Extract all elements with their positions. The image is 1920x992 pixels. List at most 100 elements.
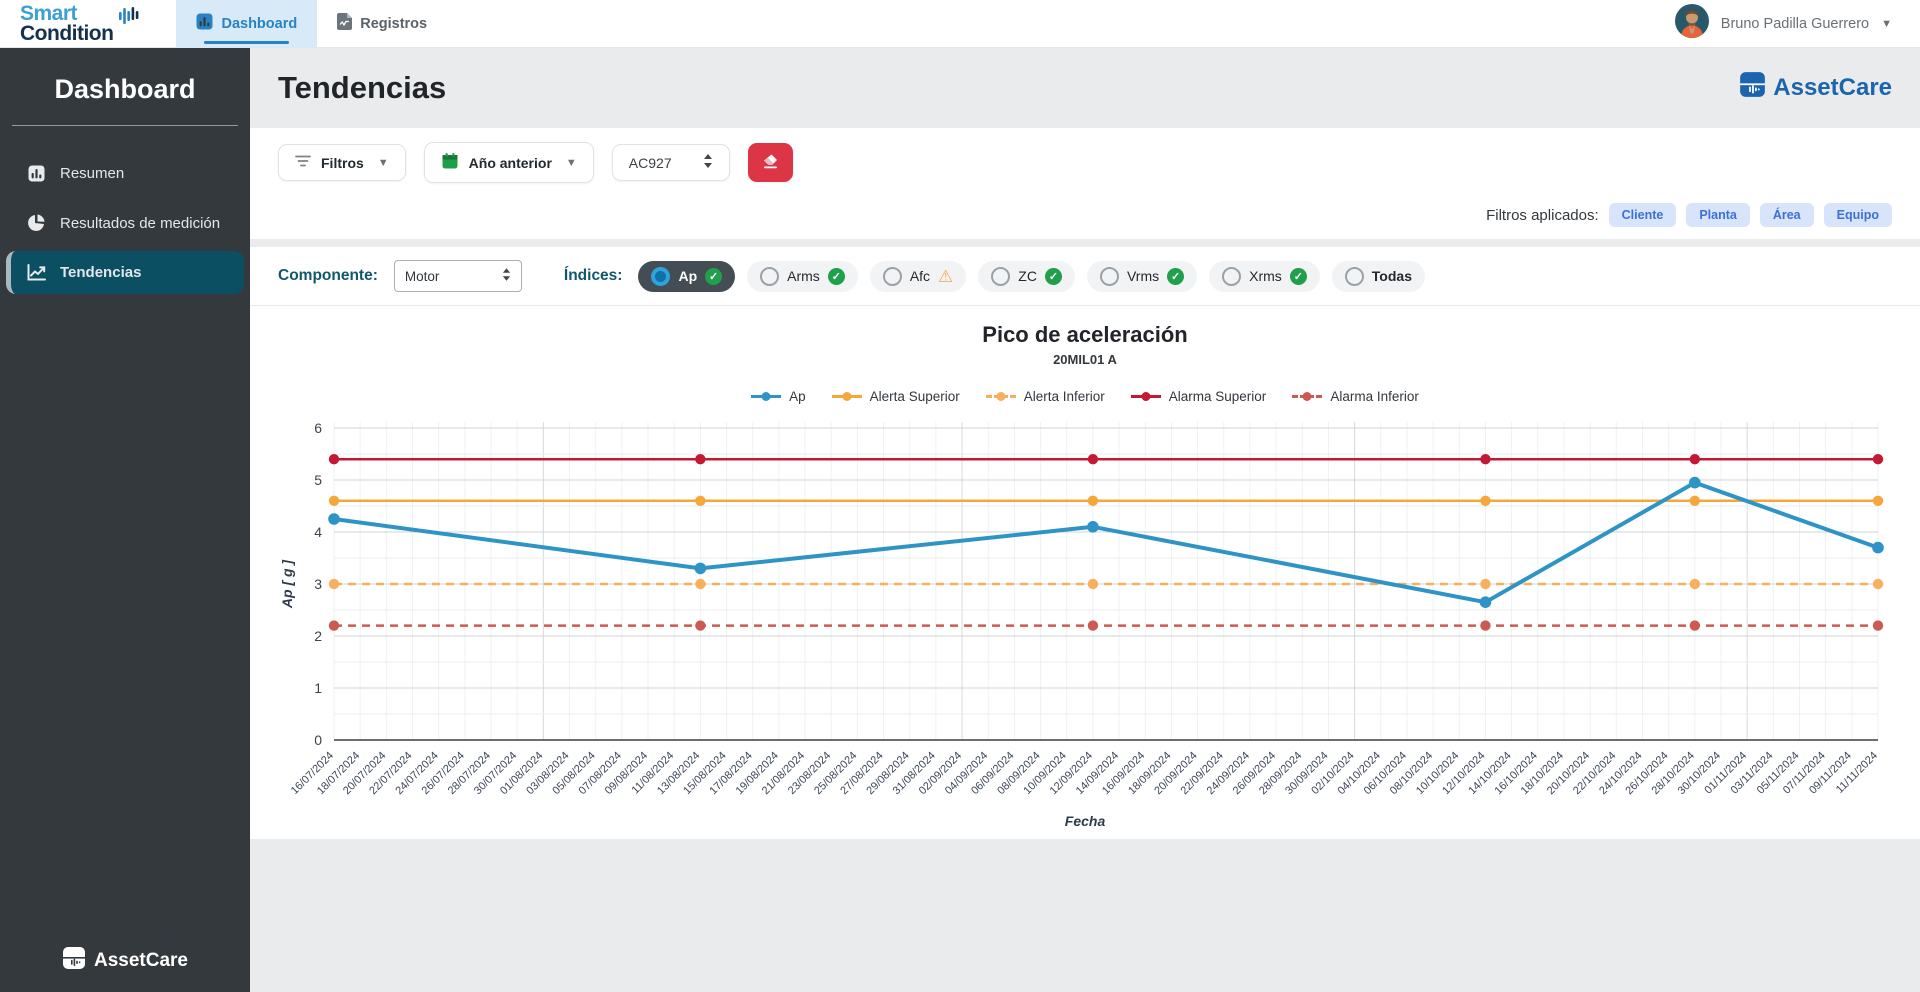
- sidebar-item-label: Resumen: [60, 165, 124, 182]
- radio-icon: [883, 267, 902, 286]
- nav-tab-dashboard[interactable]: Dashboard: [176, 0, 317, 48]
- check-icon: ✓: [1290, 268, 1307, 285]
- legend-dot: [996, 392, 1005, 401]
- legend-item-alerta-inferior[interactable]: Alerta Inferior: [986, 389, 1105, 404]
- svg-text:4: 4: [314, 524, 322, 540]
- index-label: Vrms: [1127, 268, 1159, 284]
- assetcare-icon: [62, 946, 86, 976]
- sidebar-footer-logo: AssetCare: [0, 946, 250, 976]
- indices-label: Índices:: [564, 267, 623, 285]
- applied-filter-badge-planta[interactable]: Planta: [1686, 203, 1750, 227]
- page-header: Tendencias AssetCare: [250, 48, 1920, 128]
- period-dropdown-button[interactable]: Año anterior ▼: [424, 142, 594, 183]
- waveform-icon: [118, 6, 140, 29]
- index-option-zc[interactable]: ZC✓: [978, 261, 1075, 292]
- chart-title: Pico de aceleración: [250, 322, 1920, 348]
- svg-text:Ap [ g ]: Ap [ g ]: [279, 559, 295, 610]
- svg-text:5: 5: [314, 472, 322, 488]
- sidebar-item-resultados-de-medici-n[interactable]: Resultados de medición: [6, 201, 244, 245]
- legend-label: Alerta Inferior: [1024, 389, 1105, 404]
- index-option-afc[interactable]: Afc⚠: [870, 261, 966, 292]
- equipment-value: AC927: [629, 155, 672, 171]
- sidebar-item-label: Resultados de medición: [60, 215, 220, 232]
- warning-icon: ⚠: [938, 268, 953, 285]
- assetcare-logo[interactable]: AssetCare: [1739, 71, 1892, 105]
- applied-filter-badge-equipo[interactable]: Equipo: [1824, 203, 1892, 227]
- legend-item-ap[interactable]: Ap: [751, 389, 806, 404]
- bar-chart-icon: [196, 13, 213, 34]
- filters-panel: Filtros ▼ Año anterior ▼ AC927: [250, 128, 1920, 239]
- chart-subtitle: 20MIL01 A: [250, 352, 1920, 367]
- svg-text:1: 1: [314, 680, 322, 696]
- chart-legend: Ap Alerta Superior Alerta Inferior Alarma S…: [250, 389, 1920, 404]
- legend-label: Alarma Superior: [1169, 389, 1267, 404]
- applied-filter-badge-cliente[interactable]: Cliente: [1609, 203, 1677, 227]
- svg-text:3: 3: [314, 576, 322, 592]
- filtros-dropdown-button[interactable]: Filtros ▼: [278, 144, 406, 181]
- smart-condition-logo[interactable]: Smart Condition: [20, 4, 140, 44]
- index-option-ap[interactable]: Ap✓: [638, 261, 735, 292]
- page-title: Tendencias: [278, 70, 446, 106]
- sidebar: Dashboard ResumenResultados de mediciónT…: [0, 48, 250, 992]
- component-select[interactable]: Motor: [394, 260, 522, 292]
- check-icon: ✓: [705, 268, 722, 285]
- sidebar-item-resumen[interactable]: Resumen: [6, 152, 244, 195]
- calendar-icon: [441, 152, 459, 173]
- legend-item-alarma-inferior[interactable]: Alarma Inferior: [1292, 389, 1419, 404]
- applied-filter-badge--rea[interactable]: Área: [1760, 203, 1814, 227]
- component-label: Componente:: [278, 267, 378, 285]
- radio-icon: [991, 267, 1010, 286]
- index-option-arms[interactable]: Arms ✓: [747, 261, 858, 292]
- x-axis-title: Fecha: [250, 813, 1920, 829]
- radio-icon: [1222, 267, 1241, 286]
- sidebar-item-tendencias[interactable]: Tendencias: [6, 251, 244, 294]
- legend-label: Ap: [789, 389, 806, 404]
- equipment-select[interactable]: AC927: [612, 144, 730, 181]
- index-label: Arms: [787, 268, 820, 284]
- legend-label: Alarma Inferior: [1330, 389, 1419, 404]
- updown-icon: [703, 154, 713, 171]
- nav-tab-registros[interactable]: Registros: [317, 0, 447, 48]
- applied-filters-label: Filtros aplicados:: [1486, 207, 1599, 224]
- assetcare-wordmark: AssetCare: [1773, 74, 1892, 102]
- clear-filters-button[interactable]: [748, 143, 793, 182]
- brand-line2: Condition: [20, 24, 113, 44]
- user-name: Bruno Padilla Guerrero: [1721, 16, 1869, 32]
- legend-dot: [1141, 392, 1150, 401]
- chart-header: Pico de aceleración 20MIL01 A: [250, 322, 1920, 367]
- sidebar-footer-brand: AssetCare: [94, 950, 188, 972]
- legend-item-alerta-superior[interactable]: Alerta Superior: [832, 389, 960, 404]
- component-value: Motor: [405, 269, 440, 284]
- legend-dot: [1303, 392, 1312, 401]
- line-chart-icon: [26, 264, 46, 281]
- chevron-down-icon: ▼: [1881, 18, 1892, 30]
- avatar: [1675, 4, 1709, 43]
- index-option-xrms[interactable]: Xrms✓: [1209, 261, 1320, 292]
- index-label: ZC: [1018, 268, 1037, 284]
- svg-text:2: 2: [314, 628, 322, 644]
- index-option-vrms[interactable]: Vrms✓: [1087, 261, 1197, 292]
- filtros-label: Filtros: [321, 155, 364, 171]
- chart-card: Componente: Motor Índices: Ap✓Arms✓Afc⚠Z…: [250, 247, 1920, 839]
- radio-icon: [1345, 267, 1364, 286]
- chart-controls: Componente: Motor Índices: Ap✓ Arms ✓ Afc⚠ Z…: [250, 247, 1920, 306]
- legend-dot: [762, 392, 771, 401]
- sidebar-divider: [12, 125, 238, 126]
- file-icon: [337, 13, 352, 34]
- legend-marker: [751, 395, 781, 398]
- nav-tab-label: Registros: [360, 16, 427, 32]
- chart-plot-area: 0123456Ap [ g ]16/07/202418/07/202420/07…: [250, 404, 1920, 813]
- main-content: Tendencias AssetCare Filtros ▼ Año anter…: [250, 48, 1920, 992]
- svg-text:6: 6: [314, 420, 322, 436]
- assetcare-icon: [1739, 71, 1766, 105]
- check-icon: ✓: [828, 268, 845, 285]
- nav-tab-label: Dashboard: [221, 16, 297, 32]
- index-option-todas[interactable]: Todas: [1332, 261, 1425, 292]
- updown-icon: [502, 268, 511, 284]
- legend-item-alarma-superior[interactable]: Alarma Superior: [1131, 389, 1267, 404]
- legend-marker: [986, 395, 1016, 398]
- user-menu[interactable]: Bruno Padilla Guerrero ▼: [1675, 4, 1900, 43]
- chevron-down-icon: ▼: [378, 157, 389, 169]
- legend-marker: [832, 395, 862, 398]
- applied-filters-row: Filtros aplicados: Cliente Planta Área Equi…: [278, 203, 1892, 227]
